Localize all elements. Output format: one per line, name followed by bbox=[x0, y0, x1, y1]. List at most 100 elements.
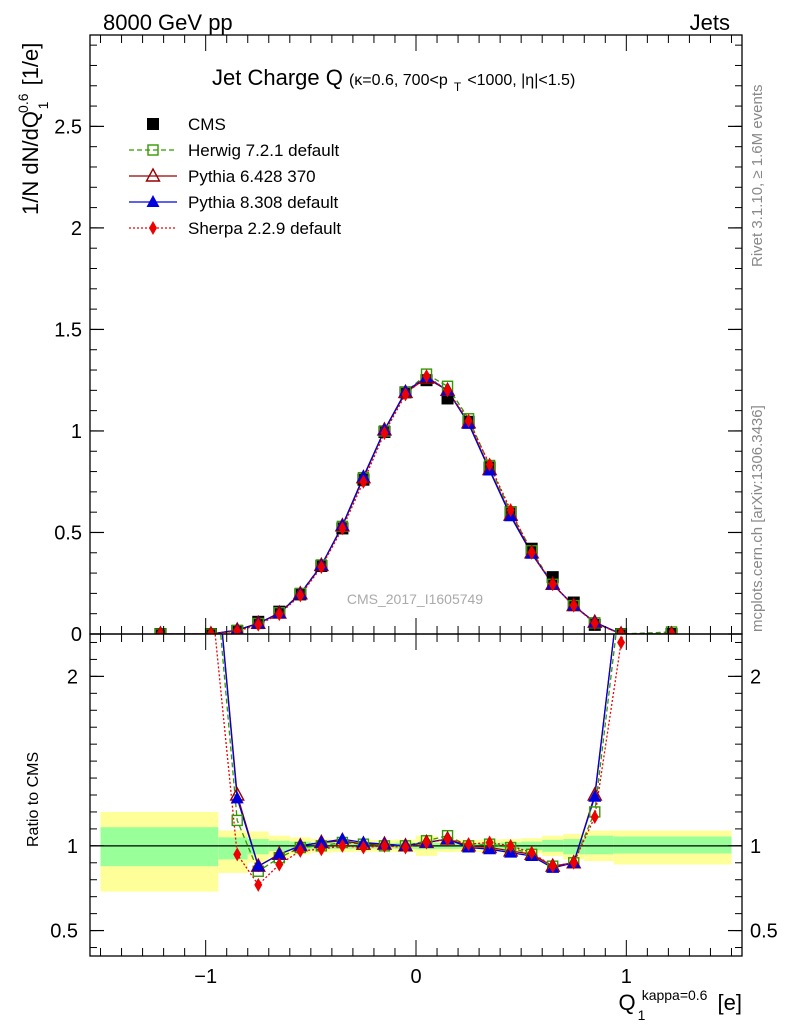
series-line-pythia-8-308-default bbox=[160, 376, 672, 634]
ratio-line-sherpa-2-2-9-default bbox=[214, 634, 624, 886]
y-axis-label-sub: 1 bbox=[35, 101, 51, 109]
ratio-point-sherpa-2-2-9-default bbox=[617, 635, 626, 650]
ratio-point-sherpa-2-2-9-default bbox=[464, 837, 473, 852]
data-point-sherpa-2-2-9-default bbox=[569, 598, 578, 613]
legend-label: Herwig 7.2.1 default bbox=[188, 141, 339, 160]
data-point-sherpa-2-2-9-default bbox=[317, 559, 326, 574]
ratio-y-tick-label-right: 2 bbox=[750, 666, 761, 688]
y-tick-label: 0.5 bbox=[54, 522, 82, 544]
y-tick-label: 0 bbox=[71, 624, 82, 646]
y-axis-label: 1/N dN/dQ 0.6 1 [1/e] bbox=[8, 43, 53, 215]
data-point-sherpa-2-2-9-default bbox=[443, 383, 452, 398]
ratio-point-sherpa-2-2-9-default bbox=[422, 835, 431, 850]
legend-marker bbox=[147, 144, 159, 156]
ratio-point-sherpa-2-2-9-default bbox=[254, 877, 263, 892]
energy-label: 8000 GeV pp bbox=[103, 10, 233, 35]
ratio-point-pythia-8-308-default bbox=[230, 791, 244, 804]
x-axis-label-unit: [e] bbox=[718, 990, 742, 1015]
data-point-sherpa-2-2-9-default bbox=[206, 627, 215, 634]
data-point-sherpa-2-2-9-default bbox=[338, 521, 347, 536]
main-series bbox=[154, 368, 678, 634]
main-plot-area: 0 0.5 1 1.5 2 2.5 bbox=[54, 34, 743, 646]
legend-label: CMS bbox=[188, 115, 226, 134]
mcplots-label: mcplots.cern.ch [arXiv:1306.3436] bbox=[749, 405, 766, 632]
ratio-point-pythia-8-308-default bbox=[272, 847, 286, 860]
y-tick-label: 2.5 bbox=[54, 116, 82, 138]
band-inner bbox=[613, 836, 732, 854]
ratio-plot-area: −1 0 1 0.5 0.5 1 1 2 2 bbox=[50, 633, 778, 988]
ratio-series bbox=[214, 634, 626, 892]
ratio-point-sherpa-2-2-9-default bbox=[338, 838, 347, 853]
legend-marker bbox=[147, 118, 159, 130]
band-inner bbox=[100, 827, 219, 867]
data-point-sherpa-2-2-9-default bbox=[464, 413, 473, 428]
ratio-y-tick-label-right: 1 bbox=[750, 836, 761, 858]
ratio-point-pythia-8-308-default bbox=[251, 859, 265, 872]
ratio-point-sherpa-2-2-9-default bbox=[233, 847, 242, 862]
analysis-watermark: CMS_2017_I1605749 bbox=[347, 591, 483, 607]
data-point-sherpa-2-2-9-default bbox=[485, 457, 494, 472]
ratio-point-pythia-8-308-default bbox=[588, 789, 602, 802]
y-axis-label-main: 1/N dN/dQ bbox=[18, 111, 43, 215]
legend: CMS Herwig 7.2.1 default Pythia 6.428 370 P… bbox=[129, 115, 341, 238]
ratio-point-pythia-8-308-default bbox=[314, 835, 328, 848]
ratio-point-sherpa-2-2-9-default bbox=[401, 840, 410, 855]
x-tick-label: 0 bbox=[410, 966, 421, 988]
x-axis-label-sup: kappa=0.6 bbox=[642, 987, 708, 1003]
data-point-sherpa-2-2-9-default bbox=[548, 577, 557, 592]
ratio-point-sherpa-2-2-9-default bbox=[527, 845, 536, 860]
ratio-y-tick-label: 1 bbox=[67, 836, 78, 858]
ratio-plot-panel: −1 0 1 0.5 0.5 1 1 2 2 Ratio to CMS Q kappa=0.6 … bbox=[25, 633, 778, 1023]
ratio-point-sherpa-2-2-9-default bbox=[506, 838, 515, 853]
data-point-sherpa-2-2-9-default bbox=[422, 369, 431, 384]
data-point-sherpa-2-2-9-default bbox=[617, 627, 626, 634]
legend-label: Pythia 8.308 default bbox=[188, 193, 339, 212]
ratio-y-axis-label: Ratio to CMS bbox=[25, 752, 42, 847]
series-line-sherpa-2-2-9-default bbox=[160, 375, 672, 634]
plot-title-subtitle: (κ=0.6, 700<p bbox=[349, 72, 448, 89]
ratio-point-sherpa-2-2-9-default bbox=[485, 835, 494, 850]
x-tick-label: −1 bbox=[194, 966, 217, 988]
y-axis-label-unit: [1/e] bbox=[18, 43, 43, 86]
ratio-point-sherpa-2-2-9-default bbox=[569, 855, 578, 870]
legend-label: Sherpa 2.2.9 default bbox=[188, 219, 341, 238]
ratio-point-sherpa-2-2-9-default bbox=[275, 857, 284, 872]
legend-item-cms: CMS bbox=[147, 115, 226, 134]
ratio-point-herwig-7-2-1-default bbox=[231, 814, 243, 827]
ratio-plot-frame bbox=[89, 633, 743, 957]
legend-label: Pythia 6.428 370 bbox=[188, 167, 316, 186]
ratio-y-tick-label-right: 0.5 bbox=[750, 921, 778, 943]
ratio-line-pythia-8-308-default bbox=[221, 634, 615, 869]
data-point-sherpa-2-2-9-default bbox=[233, 624, 242, 634]
ratio-y-tick-label: 0.5 bbox=[50, 921, 78, 943]
data-point-sherpa-2-2-9-default bbox=[156, 627, 165, 634]
data-point-sherpa-2-2-9-default bbox=[401, 387, 410, 402]
plot-title: Jet Charge Q (κ=0.6, 700<p T <1000, |η|<… bbox=[212, 65, 575, 96]
x-axis-label-sub: 1 bbox=[638, 1007, 646, 1023]
plot-title-main: Jet Charge Q bbox=[212, 65, 343, 90]
legend-marker bbox=[146, 195, 160, 207]
data-point-sherpa-2-2-9-default bbox=[506, 503, 515, 518]
legend-item-pythia-8-308-default: Pythia 8.308 default bbox=[129, 193, 339, 212]
uncertainty-bands bbox=[100, 811, 732, 892]
ratio-point-sherpa-2-2-9-default bbox=[359, 840, 368, 855]
data-point-sherpa-2-2-9-default bbox=[667, 627, 676, 634]
y-axis-label-sup: 0.6 bbox=[15, 93, 31, 113]
ratio-point-sherpa-2-2-9-default bbox=[590, 810, 599, 825]
data-point-sherpa-2-2-9-default bbox=[527, 545, 536, 560]
y-tick-label: 2 bbox=[71, 218, 82, 240]
x-tick-label: 1 bbox=[621, 966, 632, 988]
data-point-sherpa-2-2-9-default bbox=[590, 616, 599, 631]
legend-item-herwig-7-2-1-default: Herwig 7.2.1 default bbox=[129, 141, 339, 160]
plot-title-subtitle-end: <1000, |η|<1.5) bbox=[467, 72, 575, 89]
ratio-point-sherpa-2-2-9-default bbox=[443, 832, 452, 847]
legend-item-pythia-6-428-370: Pythia 6.428 370 bbox=[129, 167, 316, 186]
legend-marker bbox=[145, 167, 161, 182]
ratio-y-tick-label: 2 bbox=[67, 666, 78, 688]
plot-title-subtitle-sub: T bbox=[454, 80, 462, 94]
band-inner bbox=[584, 835, 614, 855]
y-tick-label: 1 bbox=[71, 421, 82, 443]
ratio-point-sherpa-2-2-9-default bbox=[296, 843, 305, 858]
y-tick-label: 1.5 bbox=[54, 319, 82, 341]
